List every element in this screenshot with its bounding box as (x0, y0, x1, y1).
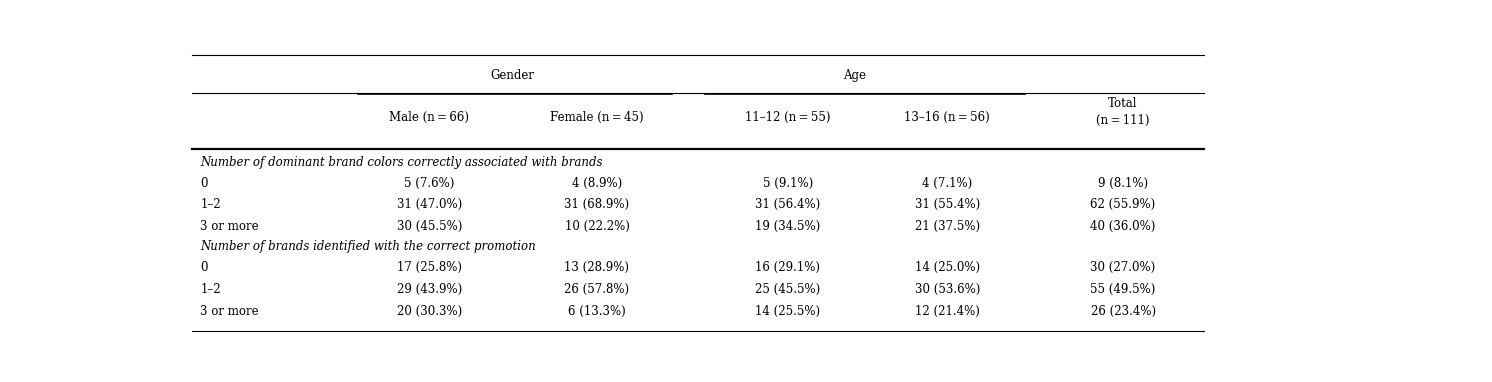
Text: 31 (56.4%): 31 (56.4%) (755, 198, 821, 211)
Text: 4 (8.9%): 4 (8.9%) (571, 177, 622, 190)
Text: 10 (22.2%): 10 (22.2%) (564, 220, 630, 233)
Text: 17 (25.8%): 17 (25.8%) (397, 261, 463, 274)
Text: 40 (36.0%): 40 (36.0%) (1091, 220, 1156, 233)
Text: Age: Age (843, 69, 867, 82)
Text: Total: Total (1109, 97, 1138, 110)
Text: 5 (7.6%): 5 (7.6%) (404, 177, 455, 190)
Text: 16 (29.1%): 16 (29.1%) (755, 261, 821, 274)
Text: 13–16 (n = 56): 13–16 (n = 56) (904, 112, 991, 125)
Text: Male (n = 66): Male (n = 66) (389, 112, 470, 125)
Text: 1–2: 1–2 (200, 283, 221, 296)
Text: Female (n = 45): Female (n = 45) (551, 112, 645, 125)
Text: 30 (27.0%): 30 (27.0%) (1091, 261, 1156, 274)
Text: 21 (37.5%): 21 (37.5%) (915, 220, 980, 233)
Text: 31 (47.0%): 31 (47.0%) (397, 198, 463, 211)
Text: 55 (49.5%): 55 (49.5%) (1091, 283, 1156, 296)
Text: 12 (21.4%): 12 (21.4%) (915, 305, 980, 318)
Text: Number of dominant brand colors correctly associated with brands: Number of dominant brand colors correctl… (200, 155, 603, 168)
Text: 11–12 (n = 55): 11–12 (n = 55) (745, 112, 831, 125)
Text: Number of brands identified with the correct promotion: Number of brands identified with the cor… (200, 240, 536, 253)
Text: 1–2: 1–2 (200, 198, 221, 211)
Text: 3 or more: 3 or more (200, 220, 260, 233)
Text: 5 (9.1%): 5 (9.1%) (762, 177, 813, 190)
Text: 13 (28.9%): 13 (28.9%) (564, 261, 630, 274)
Text: 0: 0 (200, 261, 207, 274)
Text: 26 (23.4%): 26 (23.4%) (1091, 305, 1156, 318)
Text: 19 (34.5%): 19 (34.5%) (755, 220, 821, 233)
Text: 29 (43.9%): 29 (43.9%) (397, 283, 463, 296)
Text: 30 (53.6%): 30 (53.6%) (915, 283, 980, 296)
Text: 26 (57.8%): 26 (57.8%) (564, 283, 630, 296)
Text: 9 (8.1%): 9 (8.1%) (1098, 177, 1149, 190)
Text: Gender: Gender (491, 69, 534, 82)
Text: 30 (45.5%): 30 (45.5%) (397, 220, 463, 233)
Text: 3 or more: 3 or more (200, 305, 260, 318)
Text: 25 (45.5%): 25 (45.5%) (755, 283, 821, 296)
Text: (n = 111): (n = 111) (1097, 114, 1150, 127)
Text: 14 (25.0%): 14 (25.0%) (915, 261, 980, 274)
Text: 20 (30.3%): 20 (30.3%) (397, 305, 463, 318)
Text: 62 (55.9%): 62 (55.9%) (1091, 198, 1156, 211)
Text: 31 (68.9%): 31 (68.9%) (564, 198, 630, 211)
Text: 6 (13.3%): 6 (13.3%) (568, 305, 625, 318)
Text: 4 (7.1%): 4 (7.1%) (922, 177, 973, 190)
Text: 31 (55.4%): 31 (55.4%) (915, 198, 980, 211)
Text: 0: 0 (200, 177, 207, 190)
Text: 14 (25.5%): 14 (25.5%) (755, 305, 821, 318)
